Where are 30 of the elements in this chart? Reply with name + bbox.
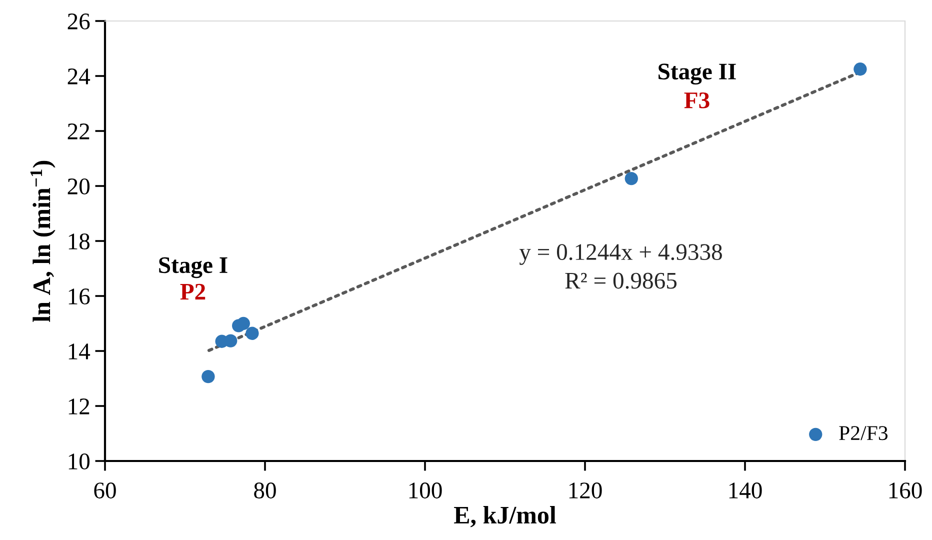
annotation: F3 — [684, 92, 710, 108]
x-tick-label: 140 — [729, 482, 762, 498]
point — [854, 62, 867, 76]
x-tick-label: 80 — [254, 482, 276, 498]
point — [236, 316, 250, 330]
y-tick-label: 20 — [68, 178, 90, 194]
x-tick-label: 60 — [94, 482, 116, 498]
y-axis-title: ln A, ln (min$^{−1}$) — [30, 160, 56, 322]
y-tick-label: 24 — [68, 68, 90, 84]
annotation: Stage II — [658, 64, 736, 85]
point — [224, 334, 238, 348]
y-tick-label: 16 — [68, 288, 90, 304]
x-tick-label: 100 — [409, 482, 442, 498]
point — [202, 370, 215, 384]
y-tick-label: 22 — [68, 124, 90, 140]
annotation: y = 0.1244x + 4.9338 — [519, 244, 722, 265]
x-tick-label: 120 — [569, 482, 602, 498]
x-tick-label: 160 — [889, 482, 922, 498]
annotation: P2 — [180, 284, 206, 300]
annotation: R² = 0.9865 — [565, 272, 677, 289]
y-tick-label: 12 — [68, 398, 90, 414]
y-tick-label: 18 — [68, 233, 90, 250]
point — [246, 326, 259, 340]
point — [624, 172, 638, 186]
legend-label: P2/F3 — [839, 426, 888, 440]
annotation: Stage I — [159, 257, 228, 278]
x-axis-title: E, kJ/mol — [454, 506, 556, 528]
y-tick-label: 26 — [68, 14, 90, 30]
y-tick-label: 14 — [68, 344, 90, 360]
y-tick-label: 10 — [68, 453, 90, 470]
